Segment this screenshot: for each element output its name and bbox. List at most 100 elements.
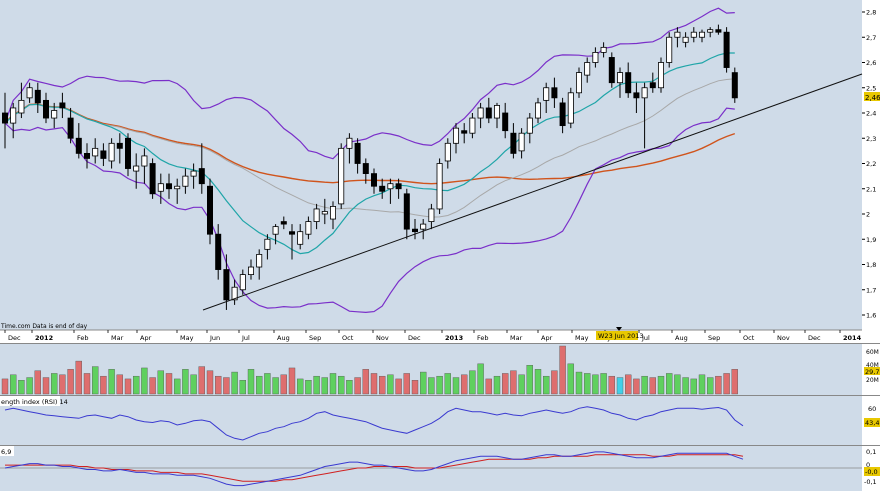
- volume-bar: [420, 371, 427, 395]
- volume-bar: [305, 380, 312, 395]
- price-axis: 2,8 2,7 2,6 2,5 2,4 2,3 2,2 2,1 2 1,9 1,8 1,7 1,6: [862, 9, 876, 320]
- candle-body: [272, 226, 279, 235]
- price-axis-background: [862, 0, 880, 343]
- candle-body: [34, 89, 41, 104]
- volume-bar: [1, 378, 9, 395]
- volume-bar: [280, 374, 287, 395]
- volume-bar: [51, 373, 58, 395]
- long-moving-average-line: [4, 103, 736, 185]
- volume-bar: [18, 380, 25, 395]
- bollinger-lower-line: [4, 107, 735, 314]
- time-axis-label: Nov: [777, 334, 790, 342]
- candle-body: [125, 137, 132, 169]
- volume-bar: [370, 373, 378, 395]
- volume-bar: [444, 373, 451, 395]
- candle-body: [346, 137, 353, 149]
- volume-bar: [264, 373, 271, 395]
- volume-bar: [231, 371, 238, 395]
- volume-bar: [321, 377, 328, 395]
- time-axis-label: Feb: [77, 334, 89, 342]
- candle-body: [182, 175, 189, 187]
- candle-body: [313, 208, 320, 222]
- candle-body: [10, 107, 17, 124]
- volume-axis-tick-20M: 20M: [866, 377, 879, 384]
- volume-bar: [362, 369, 369, 395]
- candle-body: [420, 223, 427, 230]
- candle-body: [600, 46, 607, 53]
- volume-bar: [338, 375, 345, 395]
- volume-bar: [600, 373, 607, 395]
- price-chart[interactable]: 2,8 2,7 2,6 2,5 2,4 2,3 2,2 2,1 2 1,9 1,8 1,7 1,6 2,…: [0, 0, 880, 343]
- date-tooltip: W23 Jun 2013: [598, 332, 644, 340]
- candle-body: [567, 92, 574, 124]
- time-axis-label: Oct: [342, 334, 354, 342]
- candle-body: [510, 132, 517, 154]
- volume-bar: [83, 373, 91, 395]
- price-axis-tick: 2,2: [866, 160, 876, 168]
- candle-body: [477, 107, 484, 119]
- volume-bar: [173, 378, 181, 395]
- candle-body: [526, 117, 533, 134]
- volume-bar: [518, 374, 525, 395]
- volume-bar: [575, 371, 583, 395]
- volume-bar: [157, 370, 165, 395]
- candle-body: [133, 165, 140, 172]
- volume-bar: [206, 370, 214, 395]
- volume-bar: [633, 378, 640, 395]
- candle-body: [75, 137, 82, 154]
- volume-bar: [403, 373, 410, 395]
- candle-body: [362, 163, 369, 174]
- macd-panel[interactable]: 6,9 0,1 0 -0,1 -0,0: [0, 445, 880, 491]
- candle-body: [108, 142, 115, 162]
- time-axis-label: Jul: [241, 334, 250, 342]
- volume-bar: [477, 363, 484, 395]
- volume-bar: [452, 377, 460, 395]
- candle-body: [157, 183, 164, 192]
- time-axis-label: 2013: [445, 334, 463, 342]
- trend-line[interactable]: [202, 73, 863, 311]
- volume-bar: [100, 375, 107, 395]
- candle-body: [707, 29, 714, 33]
- volume-bar: [91, 366, 99, 395]
- candle-body: [67, 117, 74, 139]
- macd-axis-tick-0: 0: [866, 461, 870, 469]
- candle-body: [321, 211, 328, 215]
- candle-body: [436, 163, 443, 210]
- candlestick-series: [2, 24, 738, 310]
- rsi-panel[interactable]: ength index (RSI) 14 60 43,4: [0, 395, 880, 445]
- volume-bar: [9, 374, 17, 395]
- time-axis-label: Apr: [541, 334, 553, 342]
- candle-body: [617, 72, 624, 84]
- candle-body: [699, 31, 706, 38]
- candle-body: [379, 185, 386, 192]
- volume-bar: [485, 378, 492, 395]
- time-axis: Dec 2012 Feb Mar Apr May Jun Jul Aug Sep Oct Nov Dec…: [4, 330, 862, 342]
- volume-bar: [214, 375, 222, 395]
- time-axis-label: Sep: [309, 334, 321, 342]
- price-axis-tick: 2,3: [866, 135, 876, 143]
- time-axis-label: Dec: [8, 334, 21, 342]
- volume-bar: [256, 375, 263, 395]
- candle-body: [543, 87, 550, 101]
- rsi-title-box: [0, 396, 60, 406]
- volume-bar: [543, 375, 550, 395]
- volume-bar: [567, 363, 574, 395]
- macd-title-box: [0, 446, 14, 456]
- macd-axis-tick-0-1: 0,1: [866, 448, 876, 456]
- macd-title: 6,9: [1, 448, 11, 456]
- candle-body: [576, 72, 583, 94]
- volume-panel[interactable]: 60M 40M 20M 29,7: [0, 343, 880, 395]
- volume-bar: [132, 375, 140, 395]
- candle-body: [461, 130, 468, 134]
- price-axis-tick: 2,5: [866, 84, 876, 92]
- time-axis-label: Apr: [140, 334, 152, 342]
- time-axis-label: Sep: [708, 334, 720, 342]
- candle-body: [452, 127, 459, 144]
- candle-body: [174, 185, 181, 190]
- candle-body: [239, 274, 246, 291]
- volume-bar: [608, 375, 615, 395]
- volume-bar: [559, 345, 566, 395]
- price-axis-tick: 2,1: [866, 185, 876, 193]
- candle-body: [206, 185, 213, 235]
- volume-bar: [67, 369, 74, 395]
